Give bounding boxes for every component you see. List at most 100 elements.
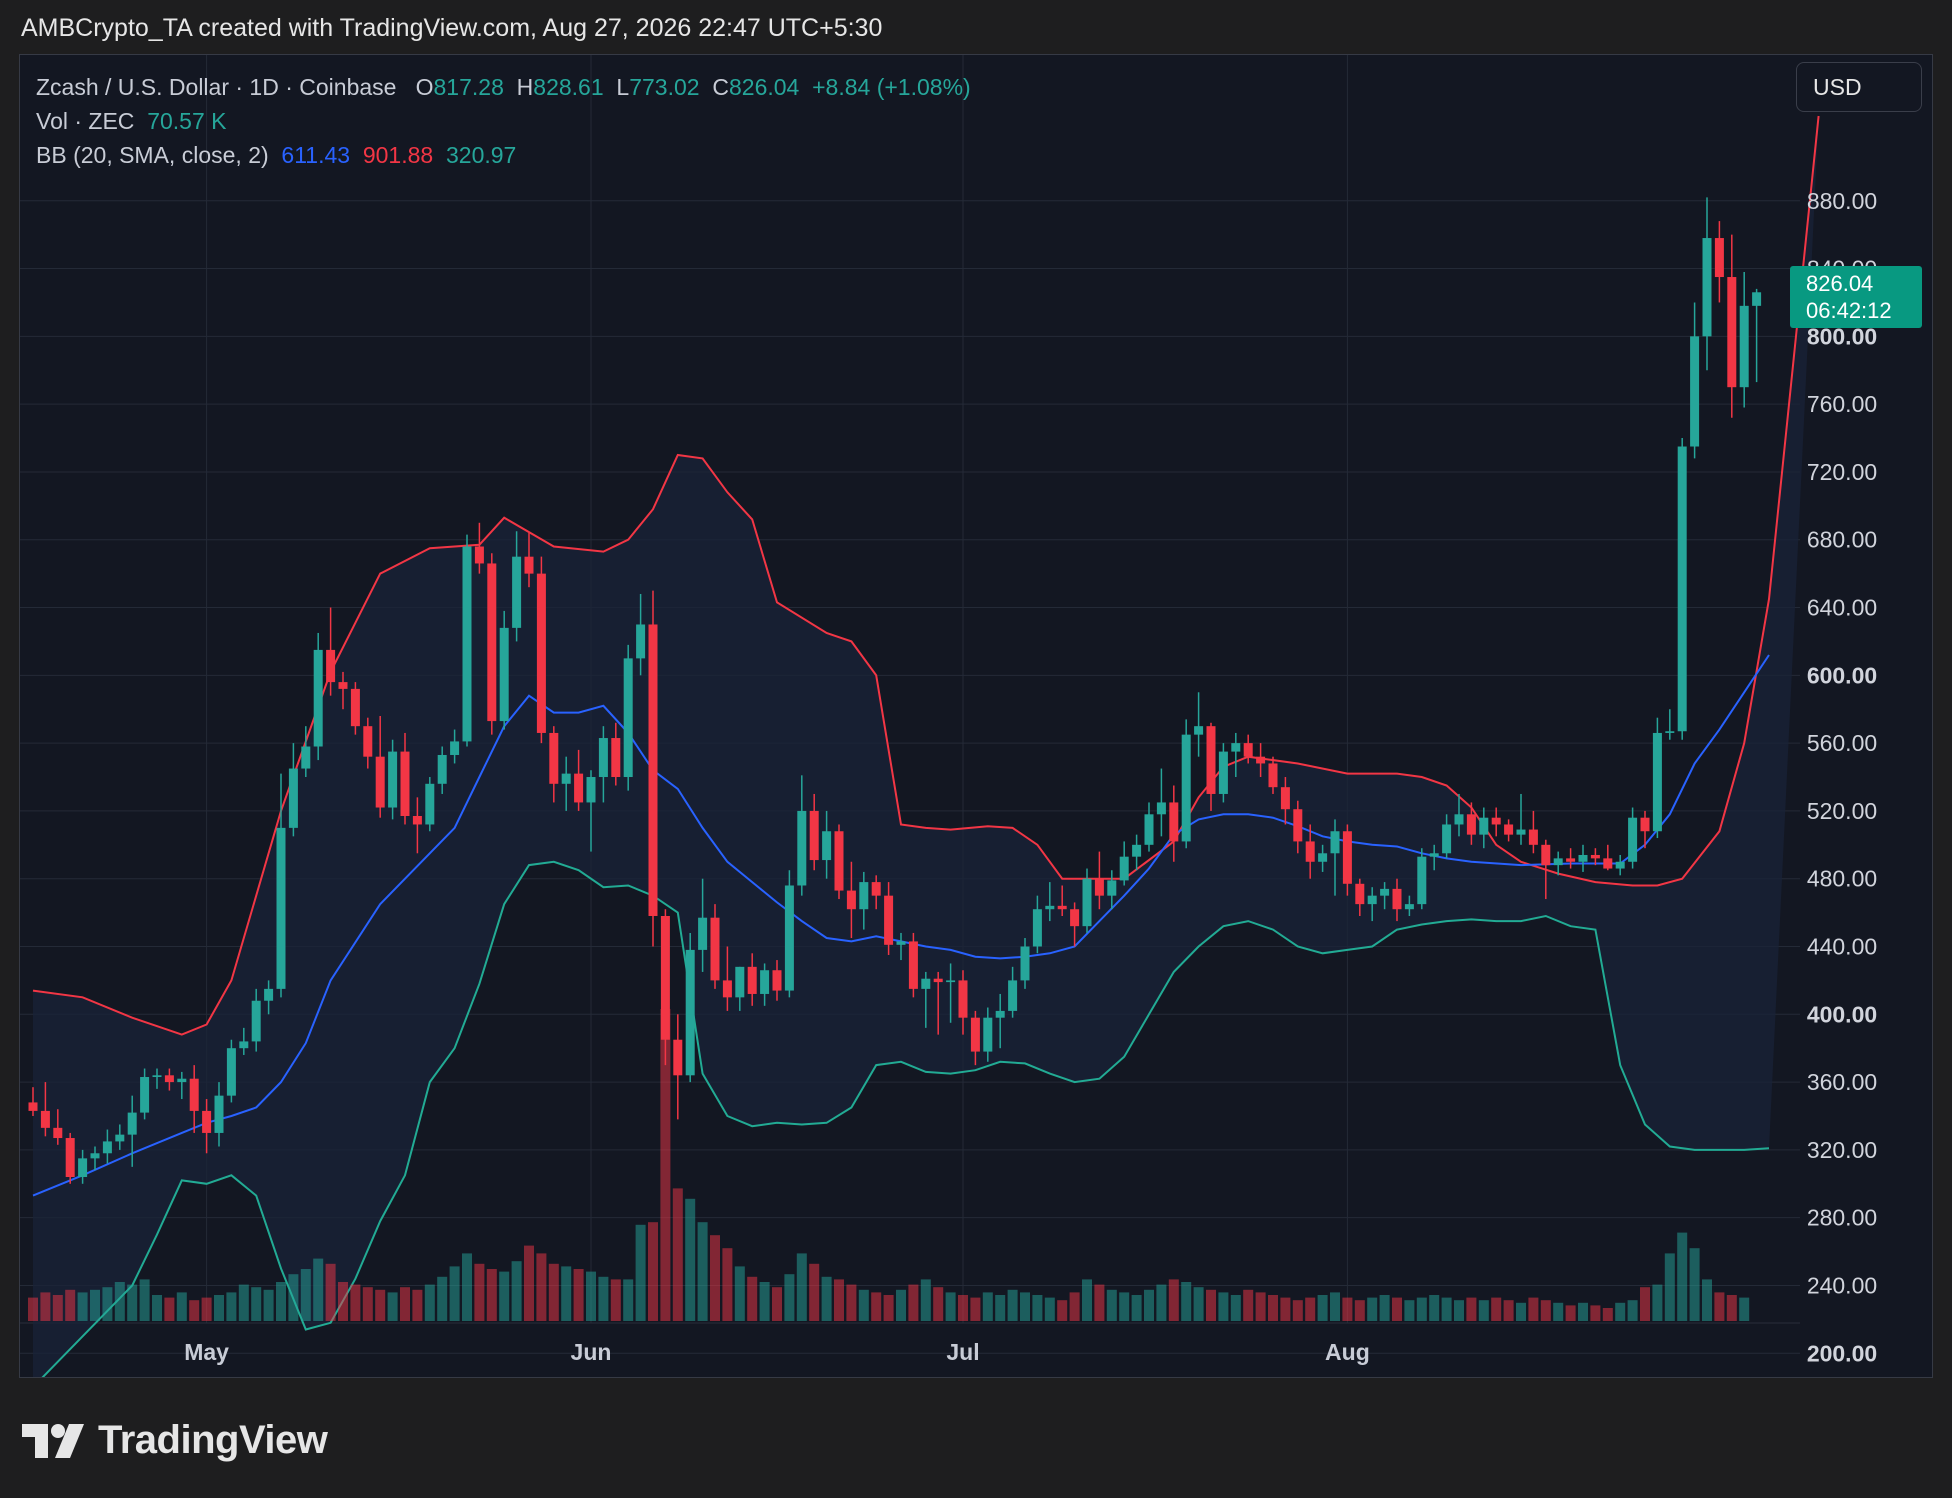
candle-body bbox=[1504, 824, 1514, 835]
volume-bar bbox=[1317, 1295, 1328, 1321]
candle-body bbox=[375, 756, 385, 808]
candle-body bbox=[623, 658, 633, 778]
candle-body bbox=[1566, 858, 1576, 862]
open-label: O bbox=[415, 74, 434, 100]
volume-bar bbox=[1677, 1232, 1688, 1321]
volume-bar bbox=[127, 1284, 138, 1321]
price-tick-label: 280.00 bbox=[1807, 1205, 1877, 1231]
candle-body bbox=[1256, 756, 1266, 764]
volume-bar bbox=[1627, 1300, 1638, 1321]
volume-bar bbox=[982, 1292, 993, 1321]
volume-bar bbox=[710, 1235, 720, 1321]
candle-body bbox=[301, 746, 311, 769]
candle-body bbox=[1615, 861, 1625, 869]
volume-bar bbox=[325, 1263, 336, 1321]
candle-body bbox=[437, 754, 447, 784]
volume-bar bbox=[1640, 1287, 1650, 1321]
candle-body bbox=[164, 1075, 174, 1083]
volume-bar bbox=[437, 1276, 448, 1321]
candle-body bbox=[797, 810, 807, 886]
volume-bar bbox=[1206, 1289, 1216, 1321]
volume-bar bbox=[313, 1258, 324, 1321]
volume-bar bbox=[40, 1292, 51, 1321]
chart-frame[interactable]: 200.00 240.00 280.00 320.00 360.00 400.00 440.… bbox=[19, 54, 1933, 1378]
volume-bar bbox=[623, 1279, 634, 1321]
bollinger-band-fill bbox=[33, 116, 1819, 1377]
time-tick-label: Jun bbox=[571, 1339, 612, 1365]
volume-bar bbox=[1007, 1289, 1018, 1321]
symbol-name[interactable]: Zcash / U.S. Dollar · 1D · Coinbase bbox=[36, 74, 397, 100]
volume-bar bbox=[1454, 1300, 1464, 1321]
volume-bar bbox=[1292, 1300, 1303, 1321]
volume-bar bbox=[139, 1279, 150, 1321]
volume-bar bbox=[375, 1289, 386, 1321]
bb-label: BB (20, SMA, close, 2) bbox=[36, 142, 269, 168]
volume-bar bbox=[52, 1295, 63, 1321]
candle-body bbox=[995, 1010, 1005, 1018]
volume-bar bbox=[995, 1295, 1006, 1321]
price-chart[interactable]: 200.00 240.00 280.00 320.00 360.00 400.00 440.… bbox=[20, 55, 1932, 1377]
close-value: 826.04 bbox=[728, 74, 800, 100]
candle-body bbox=[313, 649, 323, 747]
candle-body bbox=[1380, 888, 1390, 896]
volume-bar bbox=[945, 1292, 956, 1321]
volume-bar bbox=[1144, 1289, 1154, 1321]
candle-body bbox=[1516, 829, 1526, 835]
volume-bar bbox=[1354, 1300, 1365, 1321]
candle-body bbox=[1752, 292, 1762, 306]
candle-body bbox=[958, 980, 968, 1018]
volume-bar bbox=[276, 1282, 286, 1321]
volume-bar bbox=[164, 1297, 175, 1321]
volume-bar bbox=[772, 1287, 782, 1321]
price-tick-label: 880.00 bbox=[1807, 188, 1877, 214]
volume-bar bbox=[672, 1188, 683, 1321]
volume-bar bbox=[1602, 1308, 1613, 1321]
volume-bar bbox=[1652, 1284, 1663, 1321]
bb-lower-value: 320.97 bbox=[445, 142, 517, 168]
price-tick-label: 520.00 bbox=[1807, 798, 1877, 824]
chart-legend: Zcash / U.S. Dollar · 1D · Coinbase O817… bbox=[36, 70, 971, 172]
candle-body bbox=[239, 1041, 249, 1049]
candle-body bbox=[450, 741, 460, 755]
candle-body bbox=[685, 949, 695, 1076]
tradingview-logo[interactable]: TradingView bbox=[22, 1418, 328, 1463]
candle-body bbox=[1677, 446, 1687, 732]
volume-legend-row[interactable]: Vol · ZEC 70.57 K bbox=[36, 104, 971, 138]
volume-bar bbox=[1478, 1300, 1489, 1321]
bb-upper-value: 901.88 bbox=[362, 142, 434, 168]
candle-body bbox=[1132, 844, 1142, 857]
change-value: +8.84 (+1.08%) bbox=[812, 74, 971, 100]
volume-bar bbox=[1255, 1292, 1266, 1321]
candle-body bbox=[846, 890, 856, 910]
volume-bar bbox=[176, 1292, 187, 1321]
candle-body bbox=[350, 688, 360, 727]
volume-bar bbox=[1714, 1292, 1725, 1321]
volume-bar bbox=[1429, 1295, 1440, 1321]
candle-body bbox=[1714, 238, 1724, 278]
candle-body bbox=[1442, 824, 1452, 854]
volume-bar bbox=[809, 1263, 820, 1321]
bb-legend-row[interactable]: BB (20, SMA, close, 2) 611.43 901.88 320… bbox=[36, 138, 971, 172]
candle-body bbox=[1417, 856, 1427, 905]
volume-bar bbox=[1528, 1297, 1539, 1321]
volume-bar bbox=[1590, 1305, 1601, 1321]
currency-button[interactable]: USD bbox=[1796, 62, 1922, 112]
candle-body bbox=[673, 1039, 683, 1076]
volume-bar bbox=[883, 1295, 894, 1321]
volume-bar bbox=[896, 1289, 906, 1321]
volume-bar bbox=[1578, 1302, 1588, 1321]
volume-bar bbox=[1726, 1295, 1737, 1321]
volume-bar bbox=[400, 1287, 410, 1321]
price-tick-label: 720.00 bbox=[1807, 459, 1877, 485]
volume-bar bbox=[499, 1271, 510, 1321]
volume-bar bbox=[1416, 1297, 1427, 1321]
candle-body bbox=[499, 627, 509, 722]
volume-bar bbox=[300, 1269, 311, 1321]
candle-body bbox=[1665, 731, 1675, 733]
candle-body bbox=[115, 1134, 125, 1142]
time-axis: May Jun Jul Aug bbox=[184, 1339, 1370, 1365]
volume-bar bbox=[747, 1276, 758, 1321]
volume-bar bbox=[189, 1300, 200, 1321]
candle-body bbox=[1454, 814, 1464, 825]
candle-body bbox=[611, 738, 621, 778]
